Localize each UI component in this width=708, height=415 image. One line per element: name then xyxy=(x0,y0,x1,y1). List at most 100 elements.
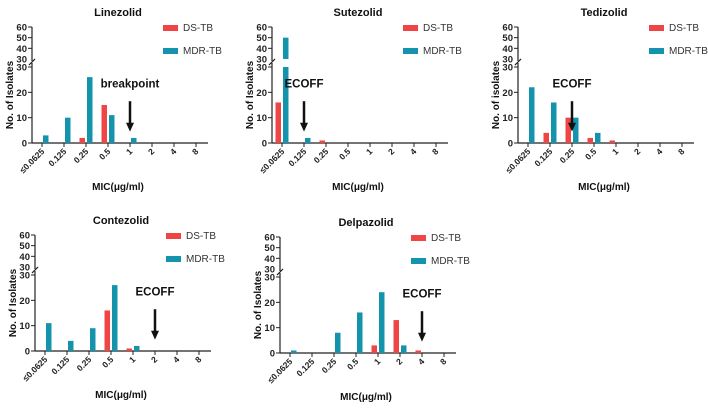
chart-sutezolid: Sutezolid 0 10 20 30 30 40 50 60 No. of Isolates ≤… xyxy=(240,0,476,200)
x-tick-label: 0.5 xyxy=(345,356,361,372)
legend-label: MDR-TB xyxy=(183,46,222,57)
bar-mdr-tb xyxy=(305,137,311,143)
bar-ds-tb xyxy=(415,350,421,353)
x-axis-label: MIC(μg/ml) xyxy=(340,392,392,403)
y-tick-label: 50 xyxy=(264,243,275,254)
chart-delpazolid: Delpazolid 0 10 20 30 30 40 50 60 No. of Isolates… xyxy=(248,210,484,410)
bar-ds-tb xyxy=(126,348,132,351)
bar-mdr-tb xyxy=(335,332,341,353)
x-tick-label: 4 xyxy=(171,354,182,365)
x-tick-label: ≤0.0625 xyxy=(504,146,533,175)
legend-swatch xyxy=(403,25,418,31)
chart-title: Linezolid xyxy=(94,7,142,19)
chart-title: Tedizolid xyxy=(581,7,628,19)
x-tick-label: 0.25 xyxy=(558,146,577,165)
y-tick-label: 60 xyxy=(19,231,30,242)
bar-ds-tb xyxy=(609,140,615,143)
x-axis-label: MIC(μg/ml) xyxy=(332,182,384,193)
legend-label: DS-TB xyxy=(431,233,461,244)
x-tick-label: 1 xyxy=(610,146,621,157)
bar-mdr-tb xyxy=(134,345,140,351)
bar-ds-tb xyxy=(565,117,571,143)
bar-mdr-tb xyxy=(283,67,289,143)
bar-ds-tb xyxy=(393,320,399,353)
y-axis-label: No. of Isolates xyxy=(253,270,264,339)
y-tick-label: 40 xyxy=(264,254,275,265)
x-tick-label: 2 xyxy=(146,146,157,157)
y-tick-label: 10 xyxy=(502,113,513,124)
y-tick-label: 40 xyxy=(256,44,267,55)
x-tick-label: 0.5 xyxy=(100,354,116,370)
annotation-arrowhead xyxy=(151,330,159,340)
legend-label: MDR-TB xyxy=(186,254,225,265)
x-tick-label: ≤0.0625 xyxy=(18,146,47,175)
annotation-arrowhead xyxy=(568,122,576,132)
y-tick-label: 30 xyxy=(19,263,30,274)
x-tick-label: 0.25 xyxy=(320,356,339,375)
bar-mdr-tb xyxy=(131,137,137,143)
x-tick-label: 2 xyxy=(149,354,160,365)
y-tick-label: 50 xyxy=(256,33,267,44)
y-tick-label: 20 xyxy=(264,298,275,309)
y-tick-label: 60 xyxy=(264,233,275,244)
x-tick-label: 8 xyxy=(438,356,449,367)
bar-mdr-tb xyxy=(529,87,535,143)
bar-mdr-tb xyxy=(595,132,601,143)
annotation-label: breakpoint xyxy=(101,78,160,90)
x-tick-label: 1 xyxy=(364,146,375,157)
y-tick-label: 30 xyxy=(264,273,275,284)
x-tick-label: ≤0.0625 xyxy=(266,356,295,385)
y-tick-label: 40 xyxy=(502,44,513,55)
y-tick-label: 30 xyxy=(19,271,30,282)
x-tick-label: 8 xyxy=(430,146,441,157)
bar-mdr-tb xyxy=(551,102,557,143)
bar-ds-tb xyxy=(104,310,110,351)
legend-swatch xyxy=(166,256,181,262)
axis-break-mark xyxy=(31,266,39,274)
x-tick-label: 0.125 xyxy=(286,146,308,168)
chart-contezolid: Contezolid 0 10 20 30 30 40 50 60 No. of Isolates… xyxy=(3,208,239,408)
legend-swatch xyxy=(403,48,418,54)
legend-label: MDR-TB xyxy=(431,256,470,267)
y-tick-label: 20 xyxy=(256,88,267,99)
y-axis-label: No. of isolates xyxy=(491,60,502,129)
x-tick-label: 0.25 xyxy=(75,354,94,373)
x-axis-label: MIC(μg/ml) xyxy=(578,182,630,193)
bar-mdr-tb-upper xyxy=(283,37,289,59)
y-tick-label: 0 xyxy=(262,139,267,150)
y-tick-label: 30 xyxy=(502,55,513,66)
y-tick-label: 0 xyxy=(22,139,27,150)
y-tick-label: 20 xyxy=(502,88,513,99)
x-tick-label: 0.5 xyxy=(97,146,113,162)
bar-mdr-tb xyxy=(291,350,297,353)
y-tick-label: 10 xyxy=(16,113,27,124)
bar-mdr-tb xyxy=(112,285,118,351)
x-tick-label: 4 xyxy=(416,356,427,367)
y-axis-label: No. of Isolates xyxy=(5,60,16,129)
y-tick-label: 30 xyxy=(256,63,267,74)
chart-linezolid: Linezolid 0 10 20 30 30 40 50 60 No. of Isolates ≤… xyxy=(0,0,236,200)
x-axis-label: MIC(μg/ml) xyxy=(92,182,144,193)
x-tick-label: 0.5 xyxy=(583,146,599,162)
bar-mdr-tb xyxy=(379,292,385,353)
bar-ds-tb xyxy=(371,345,377,353)
y-tick-label: 30 xyxy=(256,55,267,66)
x-tick-label: 0.25 xyxy=(72,146,91,165)
x-tick-label: 2 xyxy=(394,356,405,367)
x-tick-label: 8 xyxy=(193,354,204,365)
bar-mdr-tb xyxy=(65,117,71,143)
bar-mdr-tb xyxy=(43,135,49,143)
chart-tedizolid: Tedizolid 0 10 20 30 30 40 50 60 No. of isolates ≤… xyxy=(486,0,708,200)
legend-swatch xyxy=(163,25,178,31)
x-axis-label: MIC(μg/ml) xyxy=(95,390,147,401)
y-tick-label: 20 xyxy=(19,296,30,307)
y-tick-label: 20 xyxy=(16,88,27,99)
x-tick-label: 0.125 xyxy=(294,356,316,378)
x-tick-label: 0.5 xyxy=(337,146,353,162)
bar-mdr-tb xyxy=(46,323,52,351)
y-axis-label: No. of Isolates xyxy=(245,60,256,129)
y-axis-label: No. of Isolates xyxy=(8,268,19,337)
